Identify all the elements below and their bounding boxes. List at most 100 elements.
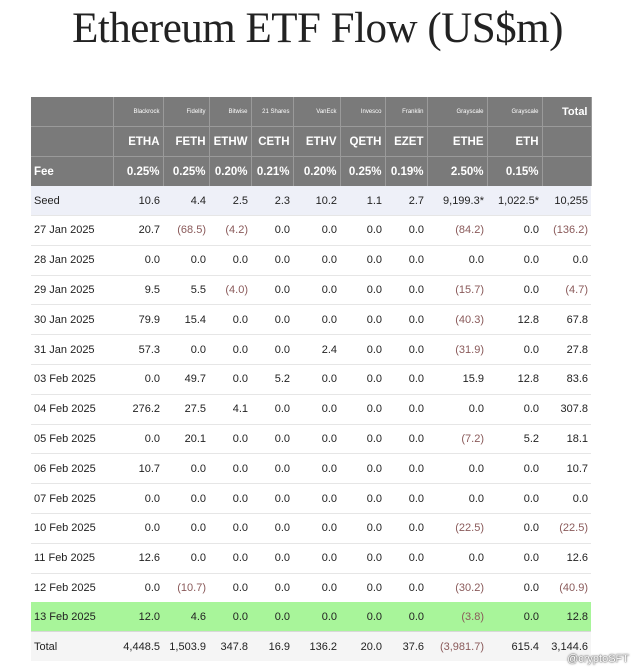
table-cell: 0.0 (251, 602, 293, 632)
highlighted-row: 13 Feb 2025 12.0 4.6 0.0 0.0 0.0 0.0 0.0 (3.8) 0.… (31, 602, 591, 632)
table-cell: 9,199.3* (427, 186, 487, 216)
table-cell: 0.0 (251, 483, 293, 514)
table-cell: 0.0 (209, 512, 251, 544)
table-cell (542, 156, 592, 186)
row-label: 05 Feb 2025 (31, 423, 113, 454)
table-cell: 0.19% (385, 156, 428, 186)
table-cell: 37.6 (385, 631, 427, 662)
table-cell: 0.0 (385, 542, 427, 574)
table-cell: 0.0 (163, 244, 209, 276)
table-cell: (136.2) (542, 215, 591, 246)
table-cell: 0.0 (293, 602, 340, 632)
table-cell: 276.2 (113, 393, 163, 425)
table-cell: 0.0 (340, 274, 385, 305)
table-cell: 0.0 (340, 453, 385, 484)
table-cell: 0.0 (385, 304, 427, 335)
table-cell: 5.2 (487, 423, 542, 454)
table-cell: ETHA (113, 126, 164, 157)
table-cell: 0.25% (113, 156, 164, 186)
table-cell: ETHE (427, 126, 488, 157)
table-cell: 0.0 (293, 542, 340, 574)
table-cell: 10.7 (542, 453, 591, 484)
table-cell: 27.5 (163, 393, 209, 425)
table-cell: 0.0 (427, 244, 487, 276)
table-row: 30 Jan 2025 79.9 15.4 0.0 0.0 0.0 0.0 0.0 (40.3)… (31, 304, 591, 335)
table-cell: 5.5 (163, 274, 209, 305)
table-cell: 0.0 (487, 483, 542, 514)
table-cell: 0.0 (293, 304, 340, 335)
table-cell: 0.0 (340, 572, 385, 603)
table-cell: 0.0 (293, 453, 340, 484)
row-label: 10 Feb 2025 (31, 512, 113, 544)
table-cell: 0.0 (385, 423, 427, 454)
table-cell: 0.0 (293, 512, 340, 544)
table-cell: 0.0 (113, 244, 163, 276)
table-cell: 2.50% (427, 156, 488, 186)
table-cell: (40.9) (542, 572, 591, 603)
row-label: 27 Jan 2025 (31, 215, 113, 246)
table-cell: 136.2 (293, 631, 340, 662)
table-cell: 0.0 (340, 602, 385, 632)
table-cell: 0.0 (251, 542, 293, 574)
total-row: Total 4,448.5 1,503.9 347.8 16.9 136.2 20.0 37.… (31, 631, 591, 662)
row-label: 28 Jan 2025 (31, 244, 113, 276)
table-cell: 0.0 (427, 483, 487, 514)
table-row: 06 Feb 2025 10.7 0.0 0.0 0.0 0.0 0.0 0.0 0.0 0.0 1… (31, 453, 591, 484)
table-cell: 0.0 (113, 572, 163, 603)
table-cell: 0.0 (293, 244, 340, 276)
table-cell: 0.0 (251, 334, 293, 365)
table-cell: (4.7) (542, 274, 591, 305)
table-row: 03 Feb 2025 0.0 49.7 0.0 5.2 0.0 0.0 0.0 15.9 12.… (31, 363, 591, 395)
table-cell: 0.0 (340, 244, 385, 276)
table-cell: 347.8 (209, 631, 251, 662)
table-cell: (68.5) (163, 215, 209, 246)
table-cell: 0.0 (385, 244, 427, 276)
issuer-header-row: Blackrock Fidelity Bitwise 21 Shares VanEck I… (31, 97, 592, 127)
table-cell: 79.9 (113, 304, 163, 335)
table-cell: 2.5 (209, 186, 251, 216)
table-cell: (4.2) (209, 215, 251, 246)
table-cell: (31.9) (427, 334, 487, 365)
table-row: 11 Feb 2025 12.6 0.0 0.0 0.0 0.0 0.0 0.0 0.0 0.0 1… (31, 542, 591, 574)
table-cell: 21 Shares (251, 97, 294, 127)
table-cell: 2.3 (251, 186, 293, 216)
table-cell: 0.0 (209, 542, 251, 574)
table-cell: 0.0 (385, 453, 427, 484)
table-row: 31 Jan 2025 57.3 0.0 0.0 0.0 2.4 0.0 0.0 (31.9) 0… (31, 334, 591, 365)
table-cell: 0.0 (385, 334, 427, 365)
table-cell: 0.0 (427, 453, 487, 484)
table-cell: 20.1 (163, 423, 209, 454)
table-cell: 0.0 (163, 512, 209, 544)
table-cell: (22.5) (427, 512, 487, 544)
table-cell: 0.0 (251, 572, 293, 603)
table-cell: 0.0 (209, 483, 251, 514)
table-cell: 3,144.6 (542, 631, 591, 662)
table-row: 07 Feb 2025 0.0 0.0 0.0 0.0 0.0 0.0 0.0 0.0 0.0 0.… (31, 483, 591, 514)
table-cell: 0.0 (163, 334, 209, 365)
table-cell: 0.0 (385, 572, 427, 603)
table-cell: 0.0 (487, 393, 542, 425)
table-cell: 57.3 (113, 334, 163, 365)
table-cell: 0.0 (487, 334, 542, 365)
row-label: 06 Feb 2025 (31, 453, 113, 484)
watermark: @cryptoSFT (567, 653, 629, 665)
row-label: Seed (31, 186, 113, 216)
table-cell: 0.0 (542, 483, 591, 514)
table-cell: 0.0 (209, 572, 251, 603)
table-cell: (22.5) (542, 512, 591, 544)
table-cell: 0.0 (251, 304, 293, 335)
row-label: Fee (31, 156, 114, 186)
table-cell: 0.0 (385, 215, 427, 246)
table-cell: 0.0 (251, 215, 293, 246)
table-cell: 0.0 (427, 542, 487, 574)
table-cell: 0.0 (385, 483, 427, 514)
table-cell: 12.8 (487, 363, 542, 395)
table-cell: 1,503.9 (163, 631, 209, 662)
table-cell: ETH (487, 126, 543, 157)
table-cell: (3.8) (427, 602, 487, 632)
table-row: 27 Jan 2025 20.7 (68.5) (4.2) 0.0 0.0 0.0 0.0 (8… (31, 215, 591, 246)
row-label: 11 Feb 2025 (31, 542, 113, 574)
table-cell: 2.4 (293, 334, 340, 365)
table-cell: 0.0 (487, 572, 542, 603)
table-cell: 15.4 (163, 304, 209, 335)
